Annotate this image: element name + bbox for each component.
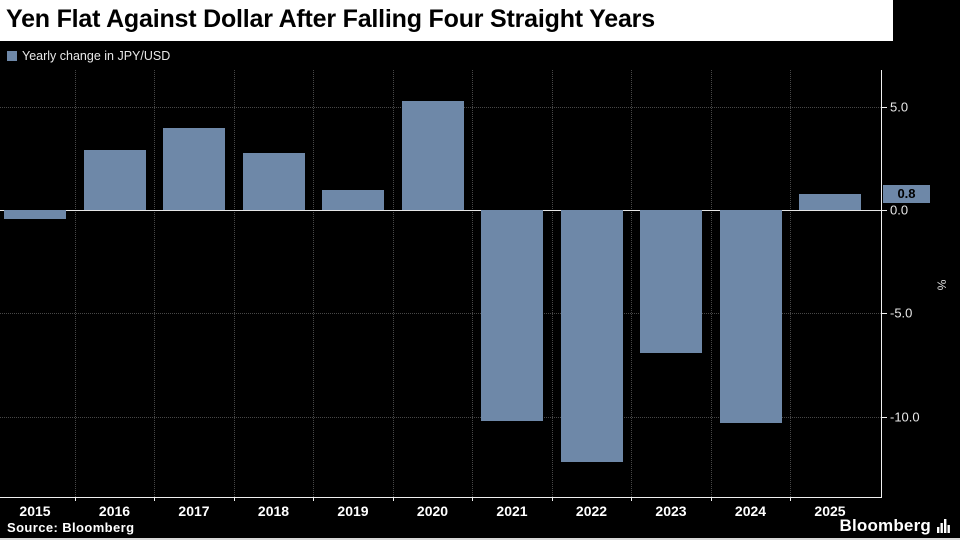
bar-2023 xyxy=(640,210,702,353)
bar-2021 xyxy=(481,210,543,421)
legend-swatch xyxy=(7,51,17,61)
x-tick-label: 2018 xyxy=(257,503,290,519)
x-tick-label: 2022 xyxy=(575,503,608,519)
y-axis-line xyxy=(881,70,882,498)
x-tick-label: 2025 xyxy=(814,503,846,519)
bar-2025 xyxy=(799,193,861,211)
x-tick-label: 2017 xyxy=(178,503,210,519)
bar-2017 xyxy=(163,127,225,211)
x-axis-tick xyxy=(392,497,394,501)
x-axis-tick xyxy=(313,497,315,501)
zero-line xyxy=(0,210,881,212)
x-axis-tick xyxy=(74,497,76,501)
x-axis-tick xyxy=(472,497,474,501)
gridline-vertical xyxy=(710,70,712,497)
bar-2016 xyxy=(83,150,146,211)
y-axis-tick xyxy=(881,210,887,212)
gridline-vertical xyxy=(233,70,235,497)
gridline-vertical xyxy=(313,70,315,497)
bar-2020 xyxy=(401,100,464,211)
bloomberg-logo-text: Bloomberg xyxy=(839,516,931,535)
gridline-vertical xyxy=(74,70,76,497)
x-axis-tick xyxy=(710,497,712,501)
x-axis-tick xyxy=(551,497,553,501)
y-axis-tick xyxy=(881,416,887,418)
bloomberg-terminal-icon xyxy=(937,519,950,533)
gridline-horizontal xyxy=(0,313,881,315)
x-axis-tick xyxy=(631,497,633,501)
y-axis-label: % xyxy=(934,279,949,291)
gridline-vertical xyxy=(551,70,553,497)
x-axis-line xyxy=(0,497,882,498)
bar-2022 xyxy=(560,210,623,462)
gridline-vertical xyxy=(472,70,474,497)
y-tick-label: -5.0 xyxy=(890,305,913,321)
gridline-vertical xyxy=(790,70,792,497)
gridline-horizontal xyxy=(0,416,881,418)
legend: Yearly change in JPY/USD xyxy=(7,49,170,63)
bar-2015 xyxy=(4,210,66,219)
x-tick-label: 2020 xyxy=(416,503,449,519)
x-tick-label: 2021 xyxy=(496,503,528,519)
x-axis-tick xyxy=(154,497,156,501)
bar-2019 xyxy=(322,189,384,211)
legend-label: Yearly change in JPY/USD xyxy=(22,49,171,63)
x-tick-label: 2024 xyxy=(734,503,767,519)
x-axis-tick xyxy=(790,497,792,501)
bar-2024 xyxy=(719,210,782,423)
y-tick-label: -10.0 xyxy=(890,409,920,425)
x-axis-tick xyxy=(233,497,235,501)
source-note: Source: Bloomberg xyxy=(7,520,135,535)
chart-title: Yen Flat Against Dollar After Falling Fo… xyxy=(6,5,655,33)
y-axis-tick xyxy=(881,107,887,109)
current-value-label: 0.8 xyxy=(883,184,930,203)
y-tick-label: 5.0 xyxy=(890,99,909,115)
gridline-vertical xyxy=(631,70,633,497)
bottom-divider xyxy=(0,538,960,540)
chart-title-bar: Yen Flat Against Dollar After Falling Fo… xyxy=(0,0,893,41)
x-tick-label: 2016 xyxy=(98,503,131,519)
gridline-vertical xyxy=(154,70,156,497)
gridline-vertical xyxy=(392,70,394,497)
x-tick-label: 2023 xyxy=(655,503,687,519)
bloomberg-logo: Bloomberg xyxy=(839,516,950,536)
y-axis-tick xyxy=(881,313,887,315)
x-tick-label: 2019 xyxy=(337,503,369,519)
y-tick-label: 0.0 xyxy=(890,202,909,218)
bar-2018 xyxy=(242,152,305,211)
x-tick-label: 2015 xyxy=(19,503,51,519)
